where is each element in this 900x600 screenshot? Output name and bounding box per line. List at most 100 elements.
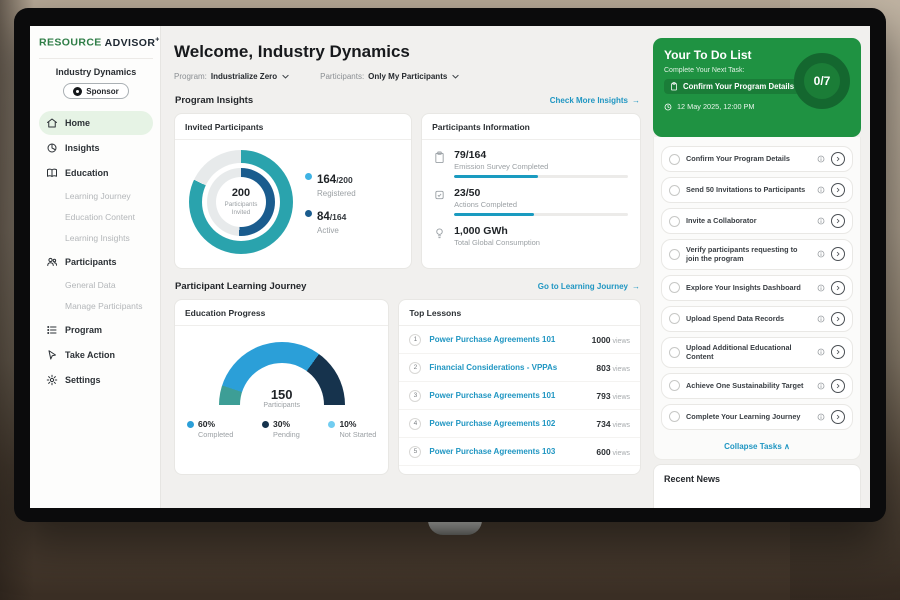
logo-resource: RESOURCE	[39, 36, 102, 49]
active-dot	[305, 209, 312, 217]
take-action-icon	[48, 349, 56, 359]
todo-due-date: 12 May 2025, 12:00 PM	[664, 102, 850, 111]
education-icon	[47, 168, 57, 177]
legend-active: 84/164 Active	[305, 207, 356, 235]
sidebar-item-home[interactable]: Home	[39, 110, 153, 135]
task-checkbox[interactable]	[669, 346, 680, 358]
task-checkbox[interactable]	[669, 215, 680, 227]
filter-bar: Program: Industrialize Zero Participants…	[174, 72, 641, 81]
sidebar-item-insights[interactable]: Insights	[39, 136, 153, 160]
monitor-bezel: RESOURCE ADVISOR+ Industry Dynamics Spon…	[14, 8, 886, 522]
gauge-center-label: Participants	[263, 402, 300, 409]
logo-advisor: ADVISOR+	[104, 36, 160, 49]
task-confirm-program-details[interactable]: Confirm Your Program Details	[661, 146, 853, 172]
info-icon[interactable]	[817, 155, 825, 163]
arrow-right-icon: →	[632, 282, 640, 291]
sidebar-item-manage-participants[interactable]: Manage Participants	[65, 301, 143, 311]
completed-dot	[187, 421, 194, 428]
chevron-right-icon[interactable]	[831, 152, 845, 166]
collapse-tasks-link[interactable]: Collapse Tasks ∧	[724, 441, 790, 451]
legend-completed: 60% Completed	[187, 419, 233, 439]
task-checkbox[interactable]	[669, 153, 680, 165]
task-checkbox[interactable]	[669, 248, 680, 260]
check-more-insights-link[interactable]: Check More Insights →	[549, 96, 640, 105]
sidebar-item-take-action[interactable]: Take Action	[39, 343, 153, 367]
sponsor-badge-icon	[73, 86, 83, 96]
sidebar-item-education[interactable]: Education	[39, 161, 153, 185]
lesson-row-1[interactable]: 1 Power Purchase Agreements 101 1000 vie…	[399, 326, 640, 354]
task-list: Confirm Your Program Details Send 50 Inv…	[653, 137, 861, 460]
sidebar-item-program[interactable]: Program	[39, 318, 153, 342]
chevron-right-icon[interactable]	[831, 247, 845, 262]
chevron-right-icon[interactable]	[831, 280, 845, 295]
info-icon[interactable]	[817, 382, 825, 390]
education-progress-card: Education Progress 150 Participants	[174, 299, 390, 475]
task-upload-educational-content[interactable]: Upload Additional Educational Content	[661, 336, 853, 368]
recent-news-title: Recent News	[664, 473, 721, 484]
program-dropdown[interactable]: Program: Industrialize Zero	[174, 72, 290, 81]
task-checkbox[interactable]	[669, 380, 680, 392]
emission-survey-progressbar	[454, 175, 628, 178]
sidebar-item-learning-insights[interactable]: Learning Insights	[65, 233, 130, 243]
task-complete-learning-journey[interactable]: Complete Your Learning Journey	[661, 403, 853, 430]
lesson-row-4[interactable]: 4 Power Purchase Agreements 102 734 view…	[399, 410, 640, 438]
dashboard-screen: RESOURCE ADVISOR+ Industry Dynamics Spon…	[30, 26, 870, 508]
gauge-legend: 60% Completed 30% Pending 10%	[175, 409, 388, 439]
gauge-center-value: 150	[270, 387, 293, 402]
clipboard-icon	[435, 151, 444, 163]
task-checkbox[interactable]	[669, 184, 680, 196]
task-checkbox[interactable]	[669, 282, 680, 294]
sidebar: RESOURCE ADVISOR+ Industry Dynamics Spon…	[30, 26, 161, 508]
chevron-right-icon[interactable]	[831, 409, 845, 424]
go-to-learning-journey-link[interactable]: Go to Learning Journey →	[537, 282, 640, 291]
todo-column: Your To Do List Complete Your Next Task:…	[652, 26, 870, 508]
program-list-icon	[47, 325, 57, 334]
info-icon[interactable]	[817, 217, 825, 225]
chevron-right-icon[interactable]	[831, 378, 845, 393]
not-started-dot	[328, 421, 336, 428]
todo-next-task[interactable]: Confirm Your Program Details	[664, 79, 801, 94]
info-icon[interactable]	[817, 315, 825, 323]
todo-header-card: Your To Do List Complete Your Next Task:…	[653, 38, 861, 137]
chevron-up-icon: ∧	[784, 441, 790, 451]
lesson-row-2[interactable]: 2 Financial Considerations - VPPAs 803 v…	[399, 354, 640, 382]
info-icon[interactable]	[817, 186, 825, 194]
info-icon[interactable]	[817, 413, 825, 421]
task-explore-insights[interactable]: Explore Your Insights Dashboard	[661, 274, 853, 301]
chevron-right-icon[interactable]	[831, 311, 845, 326]
task-checkbox[interactable]	[669, 313, 680, 325]
donut-center-value: 200	[231, 186, 251, 199]
info-icon[interactable]	[817, 348, 825, 356]
pending-dot	[261, 421, 269, 428]
page-title: Welcome, Industry Dynamics	[174, 42, 410, 61]
chevron-right-icon[interactable]	[831, 214, 845, 228]
actions-completed-stat: 23/50 Actions Completed	[434, 187, 628, 216]
task-invite-collaborator[interactable]: Invite a Collaborator	[661, 208, 853, 234]
task-upload-spend-data[interactable]: Upload Spend Data Records	[661, 305, 853, 332]
lesson-row-3[interactable]: 3 Power Purchase Agreements 101 793 view…	[399, 382, 640, 410]
sidebar-item-general-data[interactable]: General Data	[65, 280, 116, 290]
participants-information-title: Participants Information	[422, 114, 640, 140]
clock-icon	[664, 103, 672, 110]
chevron-right-icon[interactable]	[831, 183, 845, 197]
sidebar-item-education-content[interactable]: Education Content	[65, 212, 135, 222]
sponsor-badge[interactable]: Sponsor	[63, 83, 129, 99]
check-box-icon	[435, 190, 444, 200]
info-icon[interactable]	[817, 284, 825, 292]
education-progress-title: Education Progress	[175, 300, 389, 326]
sidebar-item-participants[interactable]: Participants	[39, 250, 153, 274]
lesson-row-5[interactable]: 5 Power Purchase Agreements 103 600 view…	[399, 438, 640, 466]
task-send-invitations[interactable]: Send 50 Invitations to Participants	[661, 177, 853, 203]
info-icon[interactable]	[817, 250, 825, 258]
task-achieve-sustainability-target[interactable]: Achieve One Sustainability Target	[661, 372, 853, 399]
program-insights-heading: Program Insights	[175, 95, 254, 106]
task-verify-participants[interactable]: Verify participants requesting to join t…	[661, 239, 853, 270]
participants-dropdown[interactable]: Participants: Only My Participants	[320, 72, 460, 81]
invited-participants-title: Invited Participants	[175, 114, 412, 140]
chevron-right-icon[interactable]	[831, 345, 845, 360]
sidebar-item-learning-journey[interactable]: Learning Journey	[65, 191, 131, 201]
main-content: Welcome, Industry Dynamics Program: Indu…	[161, 26, 652, 508]
task-checkbox[interactable]	[669, 411, 680, 423]
sidebar-item-settings[interactable]: Settings	[39, 368, 153, 392]
